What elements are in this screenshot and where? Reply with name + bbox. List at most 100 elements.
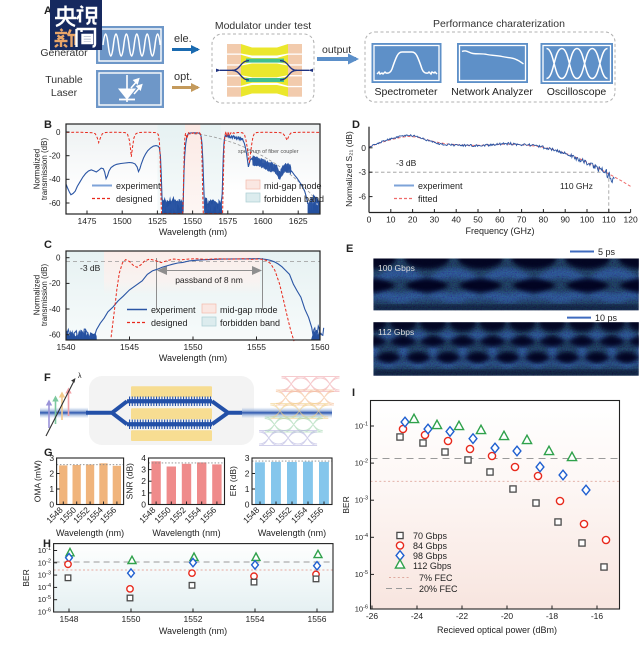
svg-text:E: E bbox=[346, 243, 353, 255]
svg-text:5 ps: 5 ps bbox=[598, 247, 616, 257]
svg-text:1554: 1554 bbox=[246, 614, 265, 624]
svg-text:Wavelength (nm): Wavelength (nm) bbox=[159, 227, 227, 237]
svg-text:50: 50 bbox=[473, 215, 483, 225]
svg-text:Tunable: Tunable bbox=[45, 74, 83, 86]
svg-text:1600: 1600 bbox=[254, 216, 273, 226]
svg-text:transmission (dB): transmission (dB) bbox=[40, 138, 49, 201]
svg-text:-40: -40 bbox=[49, 175, 61, 184]
svg-text:10-2: 10-2 bbox=[355, 459, 368, 468]
svg-text:1550: 1550 bbox=[184, 342, 203, 352]
svg-text:experiment: experiment bbox=[151, 305, 196, 315]
svg-text:10-6: 10-6 bbox=[38, 608, 51, 617]
svg-text:10-6: 10-6 bbox=[355, 605, 368, 614]
svg-text:1540: 1540 bbox=[57, 342, 76, 352]
svg-text:20: 20 bbox=[408, 215, 418, 225]
svg-text:Wavelength (nm): Wavelength (nm) bbox=[56, 528, 124, 538]
svg-text:1625: 1625 bbox=[289, 216, 308, 226]
svg-text:forbidden band: forbidden band bbox=[220, 318, 280, 328]
svg-text:10-3: 10-3 bbox=[38, 571, 51, 580]
svg-text:Recieved optical power (dBm): Recieved optical power (dBm) bbox=[437, 625, 557, 635]
svg-text:1525: 1525 bbox=[148, 216, 167, 226]
svg-text:-3: -3 bbox=[358, 167, 366, 177]
svg-text:BER: BER bbox=[341, 496, 351, 513]
svg-text:10-4: 10-4 bbox=[38, 583, 51, 592]
svg-text:0: 0 bbox=[141, 500, 146, 510]
svg-text:0: 0 bbox=[49, 500, 54, 510]
svg-text:-20: -20 bbox=[501, 611, 514, 621]
svg-text:Laser: Laser bbox=[51, 87, 78, 99]
svg-text:-40: -40 bbox=[49, 305, 61, 314]
svg-text:70: 70 bbox=[517, 215, 527, 225]
svg-text:-22: -22 bbox=[456, 611, 469, 621]
svg-text:110 GHz: 110 GHz bbox=[560, 181, 593, 191]
svg-text:1545: 1545 bbox=[120, 342, 139, 352]
svg-text:spectrum of fiber coupler: spectrum of fiber coupler bbox=[238, 149, 299, 155]
svg-text:10-2: 10-2 bbox=[38, 558, 51, 567]
svg-text:1555: 1555 bbox=[247, 342, 266, 352]
svg-text:Wavelength (nm): Wavelength (nm) bbox=[152, 528, 220, 538]
svg-text:Spectrometer: Spectrometer bbox=[374, 86, 438, 98]
svg-text:1550: 1550 bbox=[183, 216, 202, 226]
svg-text:98 Gbps: 98 Gbps bbox=[413, 551, 448, 561]
svg-text:Performance charaterization: Performance charaterization bbox=[433, 18, 565, 30]
svg-text:-3 dB: -3 dB bbox=[396, 158, 417, 168]
svg-text:1: 1 bbox=[245, 484, 250, 494]
svg-text:F: F bbox=[44, 372, 51, 384]
svg-text:1475: 1475 bbox=[78, 216, 97, 226]
svg-text:-26: -26 bbox=[366, 611, 379, 621]
svg-text:10-5: 10-5 bbox=[38, 595, 51, 604]
svg-text:10 ps: 10 ps bbox=[595, 313, 618, 323]
svg-text:BER: BER bbox=[21, 569, 31, 586]
svg-text:0: 0 bbox=[245, 500, 250, 510]
svg-text:ER (dB): ER (dB) bbox=[228, 466, 238, 496]
svg-text:-6: -6 bbox=[358, 192, 366, 202]
svg-text:Wavelength (nm): Wavelength (nm) bbox=[258, 528, 326, 538]
svg-text:100 Gbps: 100 Gbps bbox=[378, 263, 415, 273]
svg-text:designed: designed bbox=[151, 318, 188, 328]
svg-text:Normalized: Normalized bbox=[33, 149, 42, 189]
svg-text:3: 3 bbox=[141, 465, 146, 475]
svg-text:84 Gbps: 84 Gbps bbox=[413, 541, 448, 551]
svg-text:experiment: experiment bbox=[418, 181, 463, 191]
svg-text:10-3: 10-3 bbox=[355, 496, 368, 505]
svg-text:10: 10 bbox=[386, 215, 396, 225]
svg-text:110: 110 bbox=[602, 215, 616, 225]
svg-text:Oscilloscope: Oscilloscope bbox=[547, 86, 607, 98]
svg-text:10-1: 10-1 bbox=[38, 546, 51, 555]
svg-text:Modulator under test: Modulator under test bbox=[215, 20, 311, 32]
svg-text:forbidden band: forbidden band bbox=[264, 194, 324, 204]
svg-text:112 Gbps: 112 Gbps bbox=[378, 327, 414, 337]
svg-text:I: I bbox=[352, 387, 355, 399]
svg-text:fitted: fitted bbox=[418, 194, 438, 204]
svg-text:3: 3 bbox=[245, 453, 250, 463]
svg-text:mid-gap mode: mid-gap mode bbox=[220, 305, 278, 315]
svg-text:10-4: 10-4 bbox=[355, 533, 368, 542]
svg-text:transmission (dB): transmission (dB) bbox=[40, 264, 49, 327]
svg-text:1556: 1556 bbox=[308, 614, 327, 624]
svg-text:OMA (mW): OMA (mW) bbox=[33, 460, 43, 502]
svg-text:2: 2 bbox=[141, 476, 146, 486]
svg-text:experiment: experiment bbox=[116, 181, 161, 191]
svg-text:output: output bbox=[322, 44, 351, 56]
svg-text:opt.: opt. bbox=[174, 71, 192, 83]
svg-text:1500: 1500 bbox=[113, 216, 132, 226]
svg-text:40: 40 bbox=[451, 215, 461, 225]
svg-text:0: 0 bbox=[56, 254, 61, 263]
svg-text:-20: -20 bbox=[49, 152, 61, 161]
svg-text:112 Gbps: 112 Gbps bbox=[413, 561, 452, 571]
svg-text:120: 120 bbox=[624, 215, 638, 225]
svg-text:designed: designed bbox=[116, 194, 153, 204]
svg-text:0: 0 bbox=[367, 215, 372, 225]
svg-text:1548: 1548 bbox=[60, 614, 79, 624]
svg-text:1: 1 bbox=[141, 488, 146, 498]
svg-text:-16: -16 bbox=[591, 611, 604, 621]
svg-text:10-5: 10-5 bbox=[355, 570, 368, 579]
svg-text:0: 0 bbox=[361, 143, 366, 153]
svg-text:1: 1 bbox=[49, 484, 54, 494]
svg-text:100: 100 bbox=[580, 215, 594, 225]
svg-text:30: 30 bbox=[430, 215, 440, 225]
svg-text:20% FEC: 20% FEC bbox=[419, 584, 458, 594]
svg-text:-3 dB: -3 dB bbox=[80, 263, 101, 273]
svg-text:1560: 1560 bbox=[311, 342, 330, 352]
svg-text:3: 3 bbox=[49, 453, 54, 463]
